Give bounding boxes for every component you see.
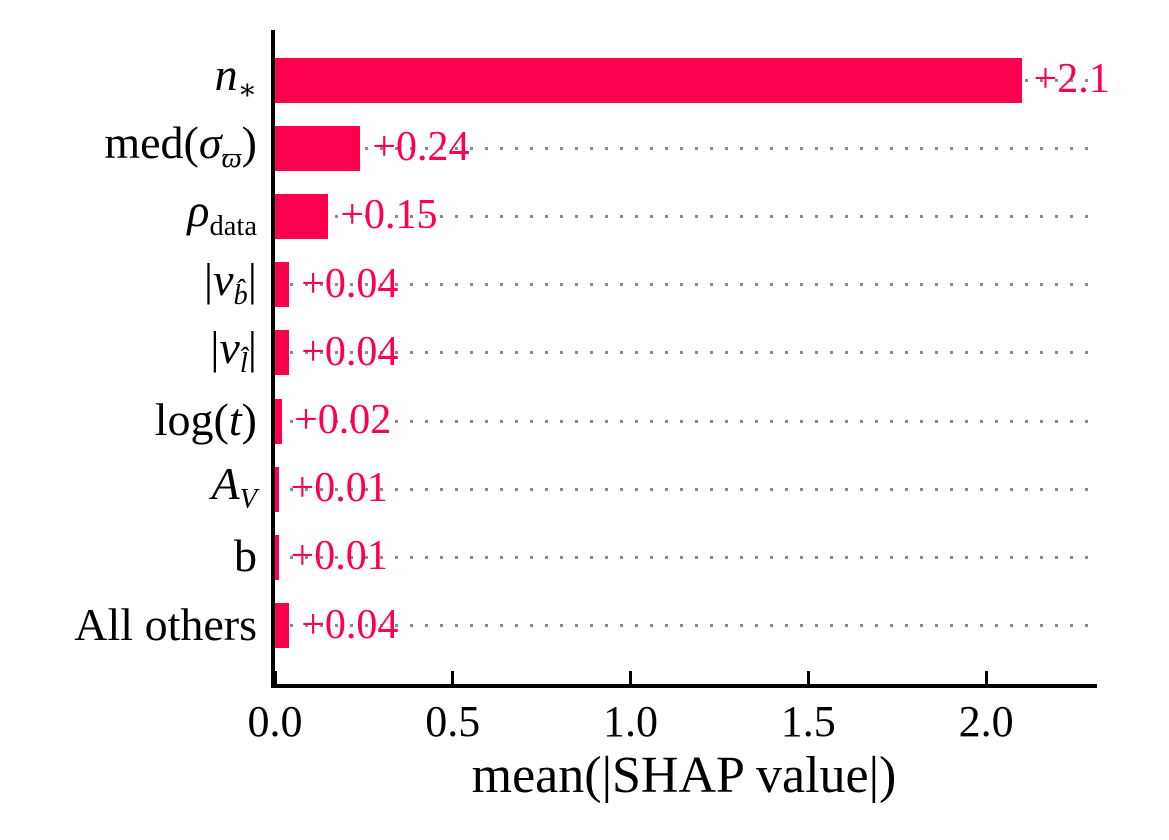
bar — [275, 603, 290, 649]
plot-area: +2.1 n∗ +0.24 med(σϖ) +0.15 ρdata +0.04 |vb̂| +0… — [74, 30, 1110, 744]
bar-value-label: +0.02 — [294, 397, 392, 444]
y-axis-label: |vl̂| — [210, 321, 257, 380]
gridline — [275, 555, 1089, 559]
gridline — [275, 351, 1089, 355]
gridline — [275, 624, 1089, 628]
y-axis-label: AV — [211, 458, 257, 516]
bar — [275, 534, 279, 580]
bar — [275, 193, 329, 239]
bar-value-label: +2.1 — [1033, 56, 1110, 103]
bar — [275, 57, 1022, 103]
gridline — [275, 283, 1089, 287]
bar-value-label: +0.04 — [301, 328, 399, 375]
x-tick-label: 1.5 — [780, 697, 836, 746]
y-axis-label: log(t) — [154, 394, 257, 446]
bar-value-label: +0.01 — [290, 533, 388, 580]
bar-value-label: +0.04 — [301, 260, 399, 307]
gridline — [275, 487, 1089, 491]
bar-value-label: +0.15 — [340, 192, 438, 239]
y-axis-label: ρdata — [187, 185, 257, 243]
gridline — [275, 146, 1089, 150]
bar — [275, 466, 279, 512]
x-tick-mark — [629, 671, 633, 684]
bar — [275, 262, 290, 308]
x-tick-label: 2.0 — [958, 697, 1014, 746]
x-tick-mark — [451, 671, 455, 684]
y-axis-label: All others — [74, 598, 257, 650]
gridline — [275, 214, 1089, 218]
gridline — [275, 419, 1089, 423]
x-tick-mark — [984, 671, 988, 684]
bar-value-label: +0.04 — [301, 601, 399, 648]
y-axis-label: |vb̂| — [203, 253, 257, 311]
y-axis-label: med(σϖ) — [104, 117, 257, 175]
bar-value-label: +0.24 — [372, 124, 470, 171]
x-tick-label: 0.0 — [247, 697, 303, 746]
bar — [275, 330, 290, 376]
x-axis-label: mean(|SHAP value|) — [471, 747, 897, 804]
x-tick-mark — [273, 671, 277, 684]
y-axis-label: n∗ — [214, 49, 257, 107]
bar — [275, 398, 283, 444]
x-tick-label: 0.5 — [425, 697, 481, 746]
x-tick-label: 1.0 — [603, 697, 659, 746]
y-axis-label: b — [234, 530, 257, 582]
bar-value-label: +0.01 — [290, 465, 388, 512]
bar — [275, 125, 361, 171]
x-tick-mark — [806, 671, 810, 684]
